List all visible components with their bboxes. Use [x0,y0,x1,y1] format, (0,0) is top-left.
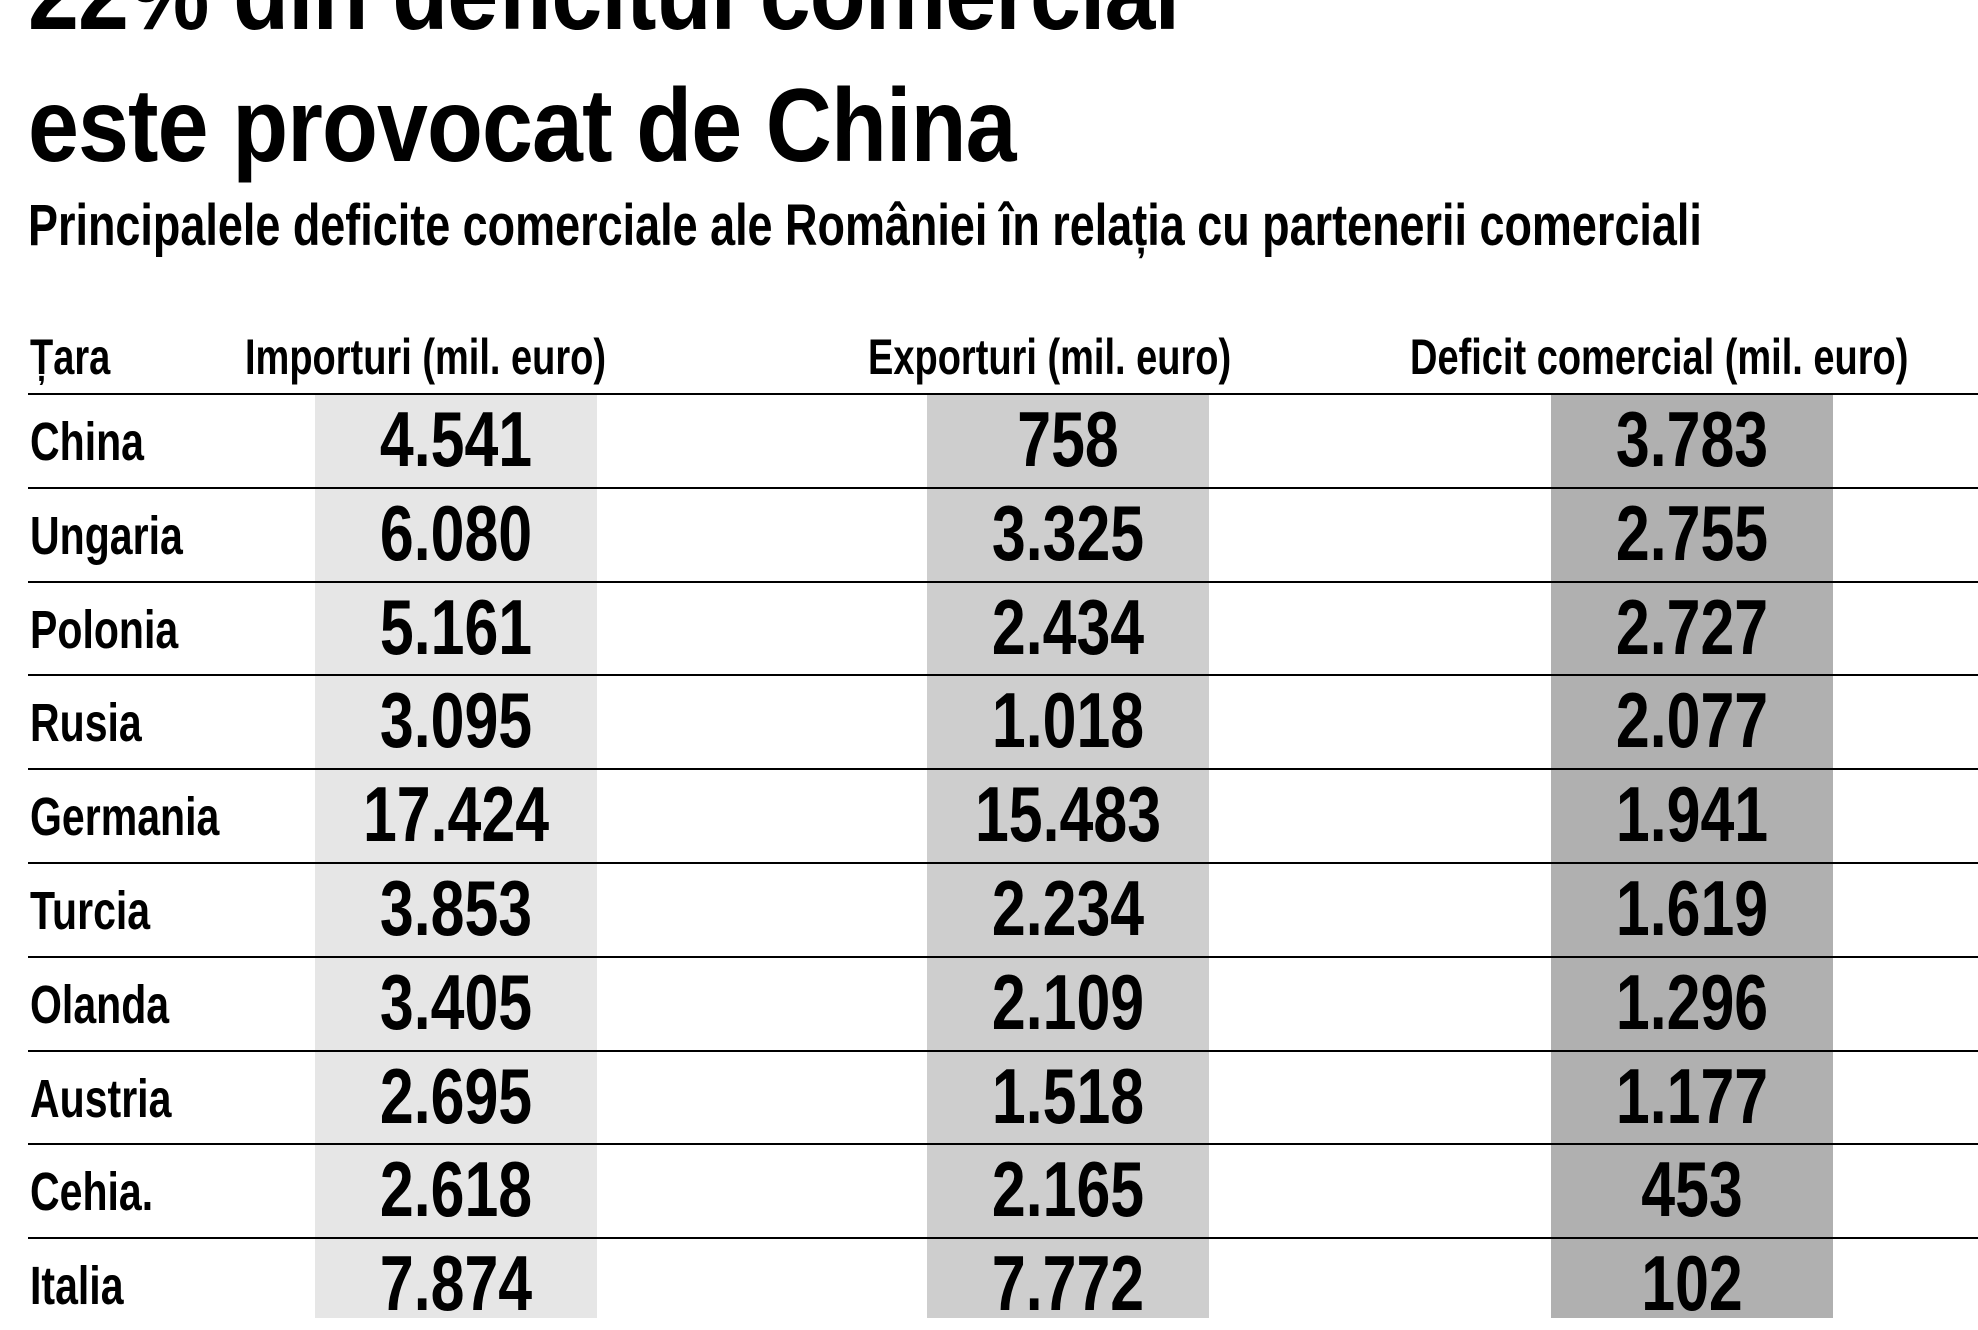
table-row: China 4.541 758 3.783 [0,394,1978,486]
table-row: Austria 2.695 1.518 1.177 [0,1051,1978,1143]
exports-cell: 2.109 [991,958,1145,1046]
country-cell: Polonia [30,600,179,660]
exports-cell: 2.434 [991,583,1145,671]
imports-cell: 5.161 [379,583,533,671]
country-cell: Ungaria [30,506,183,566]
deficit-cell: 2.077 [1615,676,1769,764]
row-divider [28,581,1978,583]
exports-cell: 758 [1017,395,1119,483]
table-row: Rusia 3.095 1.018 2.077 [0,675,1978,767]
row-divider [28,1237,1978,1239]
exports-cell: 2.165 [991,1145,1145,1233]
deficit-cell: 453 [1641,1145,1743,1233]
header-imports: Importuri (mil. euro) [245,329,606,385]
table-row: Germania 17.424 15.483 1.941 [0,769,1978,861]
country-cell: Olanda [30,975,170,1035]
row-divider [28,487,1978,489]
exports-cell: 15.483 [974,770,1162,858]
deficit-cell: 1.619 [1615,864,1769,952]
table-row: Olanda 3.405 2.109 1.296 [0,957,1978,1049]
country-cell: Turcia [30,881,151,941]
row-divider [28,862,1978,864]
exports-column-shade [927,394,1209,1318]
row-divider [28,768,1978,770]
country-cell: Germania [30,787,220,847]
table-row: Turcia 3.853 2.234 1.619 [0,863,1978,955]
header-country: Țara [30,329,111,385]
header-exports: Exporturi (mil. euro) [868,329,1232,385]
header-deficit: Deficit comercial (mil. euro) [1410,329,1909,385]
deficit-column-shade [1551,394,1833,1318]
title-line-2: este provocat de China [28,68,1017,184]
deficit-cell: 1.296 [1615,958,1769,1046]
exports-cell: 1.518 [991,1052,1145,1140]
table-row: Cehia. 2.618 2.165 453 [0,1144,1978,1236]
subtitle: Principalele deficite comerciale ale Rom… [28,193,1702,258]
table-row: Ungaria 6.080 3.325 2.755 [0,488,1978,580]
title-line-1: 22% din deficitul comercial [28,0,1180,46]
deficit-cell: 1.177 [1615,1052,1769,1140]
imports-cell: 7.874 [379,1239,533,1327]
exports-cell: 7.772 [991,1239,1145,1327]
imports-cell: 4.541 [379,395,533,483]
row-divider [28,956,1978,958]
imports-cell: 3.853 [379,864,533,952]
imports-column-shade [315,394,597,1318]
imports-cell: 6.080 [379,489,533,577]
imports-cell: 3.095 [379,676,533,764]
imports-cell: 2.695 [379,1052,533,1140]
deficit-cell: 2.755 [1615,489,1769,577]
country-cell: Austria [30,1069,172,1129]
exports-cell: 1.018 [991,676,1145,764]
row-divider [28,393,1978,395]
row-divider [28,1050,1978,1052]
row-divider [28,674,1978,676]
deficit-cell: 1.941 [1615,770,1769,858]
imports-cell: 2.618 [379,1145,533,1233]
table-row: Polonia 5.161 2.434 2.727 [0,582,1978,674]
deficit-cell: 3.783 [1615,395,1769,483]
imports-cell: 3.405 [379,958,533,1046]
country-cell: China [30,412,145,472]
table-row: Italia 7.874 7.772 102 [0,1238,1978,1330]
row-divider [28,1143,1978,1145]
country-cell: Italia [30,1256,124,1316]
country-cell: Rusia [30,693,142,753]
country-cell: Cehia. [30,1162,154,1222]
exports-cell: 3.325 [991,489,1145,577]
imports-cell: 17.424 [362,770,550,858]
deficit-cell: 2.727 [1615,583,1769,671]
exports-cell: 2.234 [991,864,1145,952]
deficit-cell: 102 [1641,1239,1743,1327]
